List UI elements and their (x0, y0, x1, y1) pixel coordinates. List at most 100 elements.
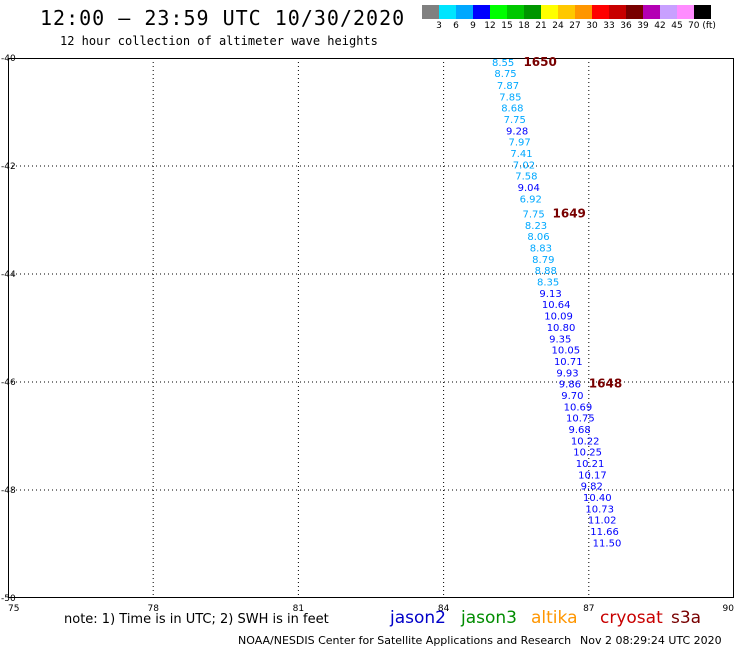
swh-value: 10.17 (578, 470, 607, 481)
color-swatch (677, 5, 694, 19)
swh-value: 9.28 (506, 126, 528, 137)
swh-value: 8.83 (530, 244, 552, 255)
map-plot-area (8, 58, 734, 598)
swh-value: 11.50 (593, 538, 622, 549)
lat-tick-label: -42 (1, 162, 16, 172)
color-swatch (609, 5, 626, 19)
color-swatch (592, 5, 609, 19)
time-label: 1649 (553, 207, 586, 221)
swh-value: 10.25 (573, 448, 602, 459)
swh-value: 10.05 (552, 346, 581, 357)
swh-value: 10.21 (576, 459, 605, 470)
color-scale-label: 33 (603, 21, 615, 31)
color-scale-label: 12 (484, 21, 496, 31)
lon-tick-label: 81 (293, 604, 304, 614)
color-swatch (490, 5, 507, 19)
swh-value: 9.82 (581, 482, 603, 493)
color-scale-labels: 3 6 9 12 15 18 21 24 27 30 33 36 39 42 45 70 (ft) (422, 19, 740, 33)
map-title: 12:00 – 23:59 UTC 10/30/2020 (40, 6, 406, 30)
swh-value: 9.70 (561, 391, 583, 402)
color-scale-label: 27 (569, 21, 581, 31)
lat-tick-label: -44 (1, 270, 16, 280)
swh-value: 7.58 (515, 172, 537, 183)
color-scale-label: 36 (620, 21, 632, 31)
color-swatch (456, 5, 473, 19)
footer-credit: NOAA/NESDIS Center for Satellite Applica… (238, 634, 572, 647)
swh-value: 9.35 (549, 334, 571, 345)
swh-value: 10.40 (583, 493, 612, 504)
color-swatch (643, 5, 660, 19)
swh-value: 10.64 (542, 300, 571, 311)
swh-value: 10.09 (544, 312, 573, 323)
color-scale-label: 70 (ft) (688, 21, 716, 31)
swh-value: 10.22 (571, 436, 600, 447)
map-subtitle: 12 hour collection of altimeter wave hei… (60, 34, 378, 48)
color-scale-label: 21 (535, 21, 547, 31)
color-scale-label: 42 (654, 21, 666, 31)
footer-timestamp: Nov 2 08:29:24 UTC 2020 (580, 634, 722, 647)
swh-value: 9.68 (568, 425, 590, 436)
time-label: 1648 (589, 377, 622, 391)
swh-value: 7.97 (508, 138, 530, 149)
color-scale-label: 24 (552, 21, 564, 31)
swh-value: 8.75 (494, 69, 516, 80)
swh-value: 9.04 (518, 183, 540, 194)
satellite-legend-cryosat: cryosat (600, 608, 663, 628)
satellite-legend-altika: altika (531, 608, 578, 628)
color-swatch (558, 5, 575, 19)
swh-value: 10.71 (554, 357, 583, 368)
color-swatch (524, 5, 541, 19)
swh-value: 8.88 (535, 266, 557, 277)
swh-value: 11.66 (590, 527, 619, 538)
swh-value: 8.68 (501, 104, 523, 115)
swh-value: 11.02 (588, 516, 617, 527)
color-scale-label: 3 (436, 21, 442, 31)
swh-value: 7.75 (522, 210, 544, 221)
swh-value: 8.35 (537, 278, 559, 289)
swh-value: 8.23 (525, 221, 547, 232)
color-swatch (694, 5, 711, 19)
swh-value: 8.55 (492, 58, 514, 69)
swh-value: 10.80 (547, 323, 576, 334)
swh-value: 7.85 (499, 92, 521, 103)
lon-tick-label: 75 (8, 604, 19, 614)
color-swatch (473, 5, 490, 19)
swh-value: 7.41 (510, 149, 532, 160)
swh-value: 7.75 (504, 115, 526, 126)
lat-tick-label: -40 (1, 54, 16, 64)
swh-value: 10.69 (564, 402, 593, 413)
color-swatch (507, 5, 524, 19)
satellite-legend-s3a: s3a (671, 608, 702, 628)
lon-tick-label: 90 (723, 604, 735, 614)
swh-value: 9.86 (559, 380, 581, 391)
swh-value: 10.75 (566, 414, 595, 425)
color-scale-label: 6 (453, 21, 459, 31)
satellite-legend-jason3: jason3 (461, 608, 517, 628)
swh-value: 8.06 (527, 232, 549, 243)
swh-value: 8.79 (532, 255, 554, 266)
time-label: 1650 (523, 55, 556, 69)
lat-tick-label: -48 (1, 486, 16, 496)
color-swatch (439, 5, 456, 19)
color-scale-label: 18 (518, 21, 530, 31)
color-scale-label: 39 (637, 21, 649, 31)
swh-value: 10.73 (585, 504, 614, 515)
swh-value: 9.93 (556, 368, 578, 379)
swh-value: 7.87 (497, 81, 519, 92)
color-scale-label: 30 (586, 21, 598, 31)
color-scale-label: 9 (470, 21, 476, 31)
swh-value: 7.02 (513, 160, 535, 171)
lon-tick-label: 87 (583, 604, 594, 614)
color-scale-label: 45 (671, 21, 683, 31)
swh-value: 6.92 (520, 194, 542, 205)
color-swatch (626, 5, 643, 19)
color-scale-legend: 3 6 9 12 15 18 21 24 27 30 33 36 39 42 45 70 (ft) (422, 5, 740, 33)
footer-note: note: 1) Time is in UTC; 2) SWH is in fe… (64, 612, 329, 627)
color-swatch (422, 5, 439, 19)
color-swatch (575, 5, 592, 19)
swh-value: 9.13 (539, 289, 561, 300)
color-scale-label: 15 (501, 21, 513, 31)
color-swatch (541, 5, 558, 19)
color-swatch (660, 5, 677, 19)
